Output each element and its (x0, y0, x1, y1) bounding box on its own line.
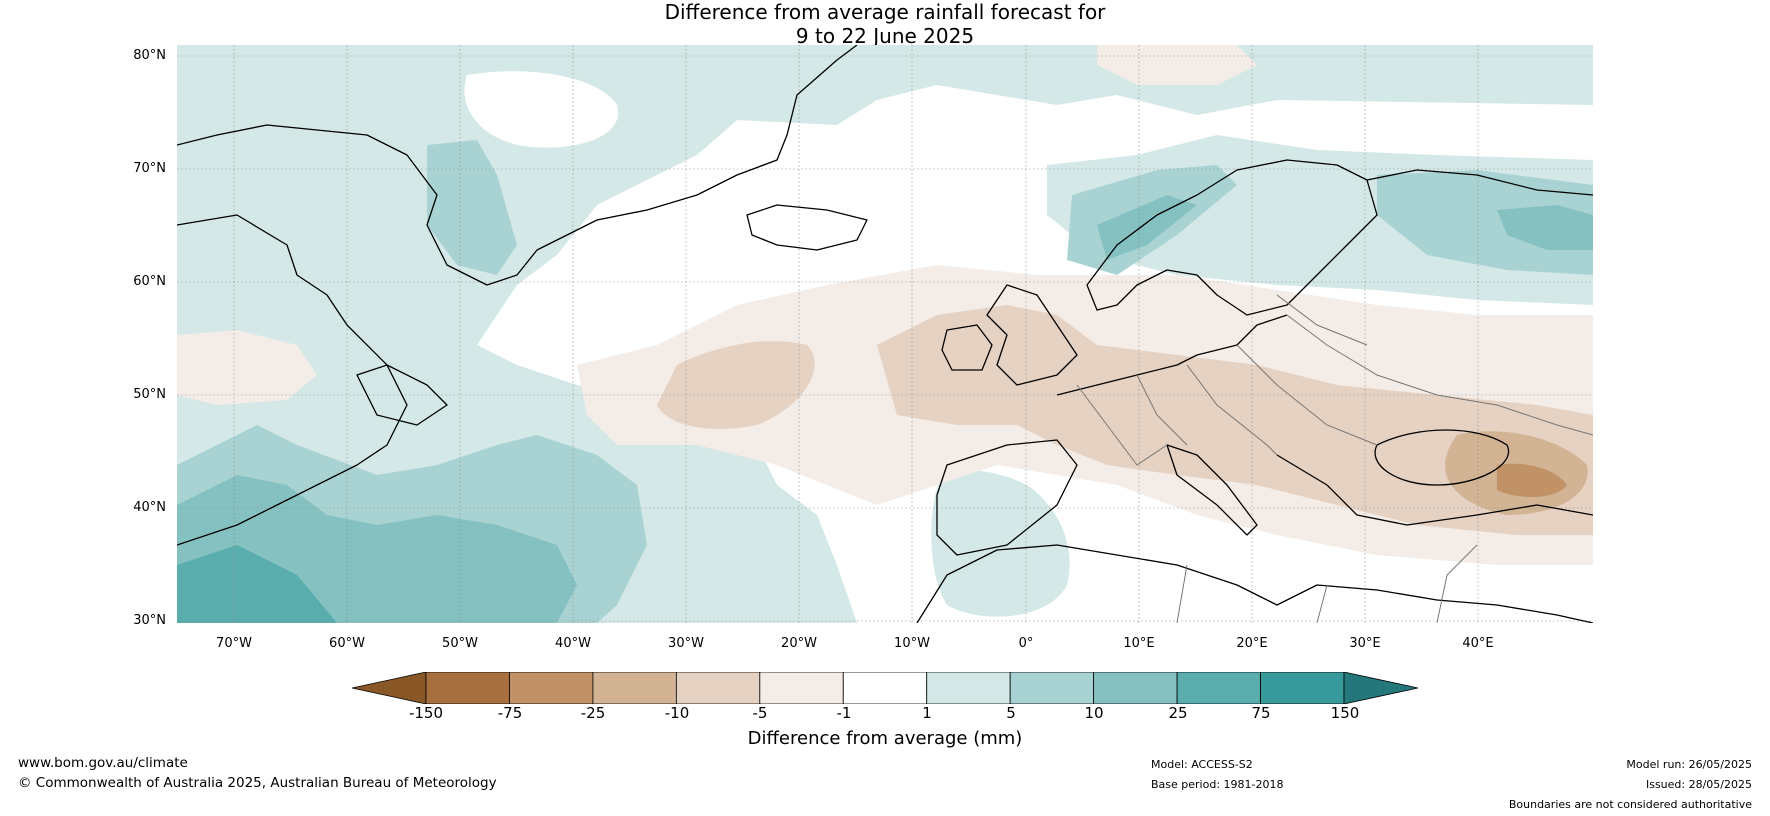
coast-italy (1166, 444, 1258, 536)
legend-bin (1260, 672, 1345, 704)
legend-arrow-below-min (352, 672, 427, 704)
legend-colorbar (352, 672, 1418, 704)
footer-issued: Issued: 28/05/2025 (1645, 778, 1752, 791)
anomaly-region-dry-deep (1497, 463, 1567, 497)
coast-europe-west (1056, 314, 1288, 396)
footer-model-run: Model run: 26/05/2025 (1626, 758, 1752, 771)
anomaly-region-wet-medium-russia (1377, 170, 1593, 275)
anomaly-region-neutral-north (464, 71, 619, 148)
anomaly-region-wet-strong-russia (1497, 205, 1593, 250)
coast-ireland (941, 324, 993, 371)
anomaly-region-dry-light-west (177, 330, 317, 405)
legend-tick-label: 150 (1330, 704, 1360, 722)
coast-black-sea (1374, 429, 1510, 486)
lon-label-30e: 30°E (1349, 636, 1381, 651)
lon-label-60w: 60°W (329, 636, 365, 651)
lon-label-70w: 70°W (216, 636, 252, 651)
legend-bin (1093, 672, 1178, 704)
coast-north-africa (916, 544, 1593, 623)
legend-bin (926, 672, 1011, 704)
legend-tick-label: -25 (580, 704, 606, 722)
legend-bins (425, 672, 1345, 704)
map-canvas (177, 45, 1593, 623)
legend-tick-label: -75 (497, 704, 523, 722)
anomaly-region-neutral-central (765, 174, 958, 261)
coast-kola-russia (1366, 169, 1593, 196)
anomaly-region-dry-medium-atlantic (657, 341, 815, 429)
graticule (177, 45, 1593, 623)
map-title-line-1: Difference from average rainfall forecas… (664, 0, 1106, 24)
legend-bin (675, 672, 761, 704)
legend-tick-label: -1 (836, 704, 852, 722)
legend-title: Difference from average (mm) (747, 728, 1023, 749)
map-title: Difference from average rainfall forecas… (0, 0, 1770, 48)
legend-tick-label: -150 (408, 704, 444, 722)
map-title-line-2: 9 to 22 June 2025 (795, 24, 975, 48)
footer-base-period: Base period: 1981-2018 (1151, 778, 1284, 791)
coastlines (177, 45, 1593, 623)
lon-label-10w: 10°W (894, 636, 930, 651)
lat-label-30n: 30°N (133, 613, 166, 628)
legend-tick-label: 1 (922, 704, 932, 722)
legend-tick-label: 75 (1251, 704, 1271, 722)
coast-balkans-turkey (1276, 454, 1593, 526)
coast-britain (986, 284, 1078, 386)
coast-labrador (177, 214, 408, 546)
anomaly-region-wet-medium-greenland (427, 140, 517, 275)
legend-bin (759, 672, 844, 704)
footer-website: www.bom.gov.au/climate (18, 755, 188, 771)
legend-tick-label: -5 (752, 704, 768, 722)
coast-iberia (936, 439, 1078, 556)
coast-scandinavia (1086, 159, 1378, 316)
anomaly-region-dry-faint-north (1097, 45, 1257, 85)
lat-label-40n: 40°N (133, 500, 166, 515)
country-borders (1076, 294, 1593, 623)
legend-bin (1176, 672, 1261, 704)
lon-label-20e: 20°E (1236, 636, 1268, 651)
legend-bin (842, 672, 928, 704)
legend-tick-label: 25 (1168, 704, 1188, 722)
legend-tick-label: -10 (664, 704, 690, 722)
lat-label-50n: 50°N (133, 387, 166, 402)
legend-bin (1009, 672, 1095, 704)
lon-label-50w: 50°W (442, 636, 478, 651)
footer-copyright: © Commonwealth of Australia 2025, Austra… (18, 775, 497, 791)
legend-bin (509, 672, 594, 704)
anomaly-region-wet-very-strong (177, 545, 337, 623)
lon-label-10e: 10°E (1123, 636, 1155, 651)
lon-label-40e: 40°E (1462, 636, 1494, 651)
lon-label-20w: 20°W (781, 636, 817, 651)
lon-label-0: 0° (1018, 636, 1034, 651)
lat-label-60n: 60°N (133, 274, 166, 289)
legend-bin (425, 672, 510, 704)
legend-arrow-above-max (1343, 672, 1418, 704)
lat-label-80n: 80°N (133, 48, 166, 63)
coast-newfoundland (356, 364, 448, 426)
lon-label-40w: 40°W (555, 636, 591, 651)
lat-label-70n: 70°N (133, 161, 166, 176)
coast-iceland (746, 204, 868, 251)
legend-bin (592, 672, 677, 704)
coast-greenland (177, 45, 858, 286)
footer-boundaries-note: Boundaries are not considered authoritat… (1508, 798, 1752, 811)
anomaly-region-wet-strong-norway (1097, 195, 1197, 260)
footer-model: Model: ACCESS-S2 (1151, 758, 1253, 771)
anomaly-region-wet-light-small (931, 469, 1070, 617)
legend-tick-label: 5 (1006, 704, 1016, 722)
lon-label-30w: 30°W (668, 636, 704, 651)
legend-tick-label: 10 (1084, 704, 1104, 722)
rainfall-anomaly-map (177, 45, 1593, 623)
anomaly-fields (177, 45, 1593, 623)
